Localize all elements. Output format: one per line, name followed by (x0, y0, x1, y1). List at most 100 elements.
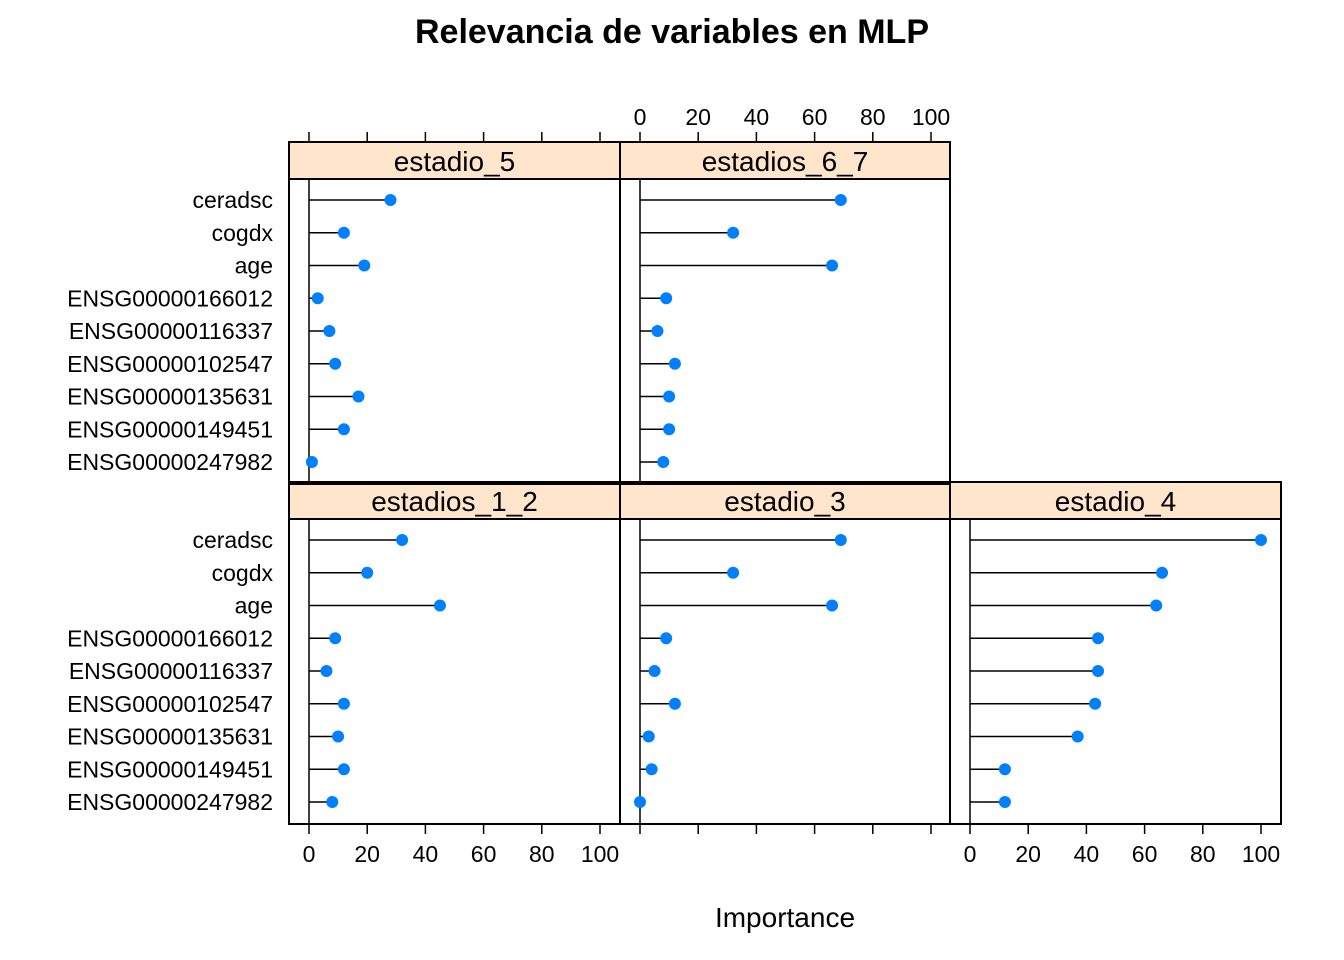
data-point (358, 259, 371, 272)
data-point (668, 357, 681, 370)
category-label: ENSG00000116337 (69, 318, 273, 344)
x-axis-label: Importance (715, 902, 855, 933)
strip-label: estadios_1_2 (371, 486, 538, 517)
tick-label: 20 (1015, 841, 1041, 867)
tick-label: 80 (529, 841, 555, 867)
tick-label: 60 (471, 841, 497, 867)
panel-frame (949, 518, 1282, 825)
tick-label: 100 (581, 841, 619, 867)
data-point (651, 325, 664, 337)
data-point (384, 194, 397, 206)
tick-label: 80 (1190, 841, 1216, 867)
category-label: ENSG00000166012 (67, 625, 273, 651)
data-point (1156, 566, 1169, 579)
category-label: ENSG00000102547 (67, 351, 273, 377)
strip-estadios_6_7 (619, 141, 951, 180)
data-point (305, 456, 318, 468)
strip-label: estadios_6_7 (702, 146, 869, 177)
category-label: ENSG00000135631 (67, 384, 273, 410)
data-point (396, 534, 409, 546)
data-point (361, 566, 374, 579)
panel-frame (288, 178, 621, 485)
data-point (332, 730, 345, 743)
category-label: cogdx (212, 560, 274, 586)
tick-label: 100 (1242, 841, 1280, 867)
data-point (1092, 632, 1105, 645)
chart-title: Relevancia de variables en MLP (415, 13, 929, 51)
axes-group: 0 20 40 60 80 100 0 20 40 60 80 100 0 20 40 60 80 100 (303, 104, 1281, 867)
data-point (329, 632, 342, 645)
data-point (727, 566, 740, 579)
tick-label: 40 (1074, 841, 1100, 867)
tick-label: 80 (860, 104, 886, 130)
strip-estadios_1_2 (288, 481, 621, 520)
category-label: age (235, 593, 273, 619)
tick-label: 40 (744, 104, 770, 130)
tick-label: 0 (964, 841, 977, 867)
data-point (323, 325, 336, 337)
data-point (834, 194, 847, 206)
category-label: ENSG00000135631 (67, 724, 273, 750)
tick-label: 60 (802, 104, 828, 130)
data-point (826, 259, 839, 272)
tick-label: 0 (634, 104, 647, 130)
category-label: cogdx (212, 220, 274, 246)
category-label: ENSG00000116337 (69, 658, 273, 684)
category-label: ceradsc (192, 527, 273, 553)
data-point (337, 763, 350, 776)
panel-estadio_5: estadio_5 (288, 141, 621, 485)
data-point (645, 763, 658, 776)
tick-label: 100 (912, 104, 950, 130)
data-point (337, 226, 350, 239)
data-point (660, 632, 673, 645)
data-point (1092, 665, 1105, 677)
panel-estadios_1_2: estadios_1_2 (288, 481, 621, 825)
category-label: ENSG00000149451 (67, 756, 273, 782)
data-point (1255, 534, 1267, 546)
data-point (337, 697, 350, 710)
category-label: ENSG00000102547 (67, 691, 273, 717)
category-label: ENSG00000247982 (67, 449, 273, 475)
strip-estadio_4 (949, 481, 1282, 520)
panel-frame (288, 518, 621, 825)
strip-label: estadio_5 (394, 146, 515, 177)
data-point (1150, 599, 1163, 612)
data-point (834, 534, 847, 546)
category-label: ENSG00000149451 (67, 416, 273, 442)
data-point (326, 796, 339, 808)
data-point (657, 456, 670, 468)
tick-label: 0 (303, 841, 316, 867)
tick-label: 60 (1132, 841, 1158, 867)
data-point (998, 763, 1011, 776)
data-point (642, 730, 655, 743)
category-labels: ceradsc cogdx age ENSG00000166012 ENSG000001… (67, 187, 273, 815)
tick-label: 20 (685, 104, 711, 130)
data-point (663, 390, 676, 403)
data-point (1071, 730, 1084, 743)
data-point (660, 292, 673, 305)
data-point (311, 292, 324, 305)
category-label: ENSG00000247982 (67, 789, 273, 815)
strip-label: estadio_3 (724, 486, 845, 517)
panel-estadios_6_7: estadios_6_7 (619, 141, 951, 485)
category-label: ENSG00000166012 (67, 285, 273, 311)
panel-estadio_4: estadio_4 (949, 481, 1282, 825)
panels-group: estadios_1_2 estadio_3 estadio_4 estadio_5 e… (288, 141, 1282, 825)
tick-label: 40 (413, 841, 439, 867)
category-label: age (235, 253, 273, 279)
data-point (826, 599, 839, 612)
data-point (998, 796, 1011, 808)
tick-label: 20 (354, 841, 380, 867)
data-point (320, 665, 333, 677)
data-point (433, 599, 446, 612)
data-point (352, 390, 365, 403)
strip-estadio_3 (619, 481, 951, 520)
data-point (634, 796, 646, 808)
data-point (1089, 697, 1102, 710)
data-point (329, 357, 342, 370)
data-point (663, 423, 676, 436)
data-point (648, 665, 661, 677)
data-point (668, 697, 681, 710)
data-point (727, 226, 740, 239)
